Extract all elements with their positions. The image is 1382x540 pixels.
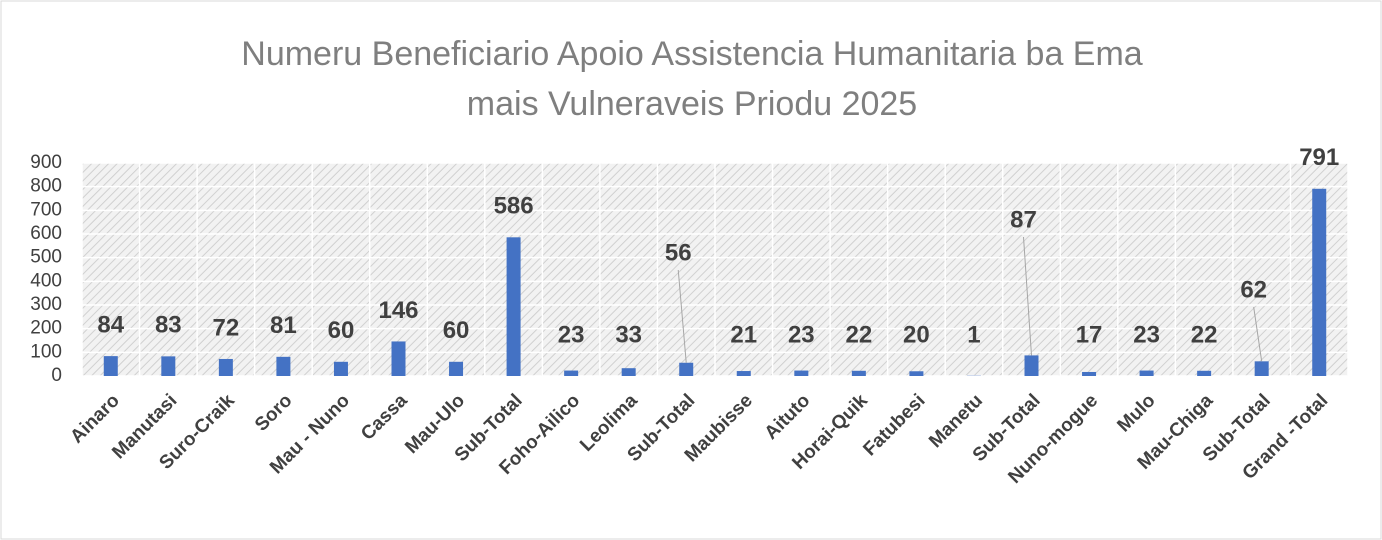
data-label: 60 — [328, 317, 355, 344]
y-tick-label: 100 — [30, 341, 62, 362]
data-label: 586 — [494, 193, 534, 220]
data-label: 21 — [730, 321, 757, 348]
bar — [103, 356, 118, 376]
bar — [1024, 355, 1039, 376]
leader-line — [1023, 236, 1032, 356]
data-label: 33 — [615, 321, 642, 348]
data-label: 81 — [270, 312, 297, 339]
data-label: 23 — [1133, 321, 1160, 348]
bar — [276, 356, 291, 376]
y-tick-label: 400 — [30, 270, 62, 291]
bar — [1082, 371, 1097, 376]
bar — [621, 368, 636, 376]
y-tick-label: 0 — [51, 365, 62, 386]
data-label: 56 — [665, 239, 692, 266]
bar — [449, 361, 464, 376]
leader-line — [677, 269, 687, 363]
bar — [506, 237, 521, 376]
data-label: 23 — [788, 321, 815, 348]
data-label: 62 — [1240, 276, 1267, 303]
data-label: 23 — [558, 321, 585, 348]
bar — [1312, 188, 1327, 376]
bar — [564, 370, 579, 376]
chart-title: mais Vulneraveis Priodu 2025 — [467, 85, 917, 123]
y-tick-label: 300 — [30, 294, 62, 315]
y-tick-label: 700 — [30, 199, 62, 220]
bar — [1139, 370, 1154, 376]
data-label: 83 — [155, 312, 182, 339]
data-label: 17 — [1076, 321, 1103, 348]
data-label: 84 — [97, 311, 124, 338]
y-tick-label: 800 — [30, 176, 62, 197]
y-tick-label: 900 — [30, 152, 62, 173]
bar — [1254, 361, 1269, 376]
bar — [851, 370, 866, 376]
data-label: 22 — [1191, 321, 1218, 348]
bar — [679, 362, 694, 376]
y-tick-label: 200 — [30, 318, 62, 339]
bar — [391, 341, 406, 376]
bar — [1197, 370, 1212, 376]
data-label: 146 — [378, 297, 418, 324]
bar — [333, 361, 348, 376]
data-label: 1 — [967, 321, 980, 348]
y-tick-label: 600 — [30, 223, 62, 244]
data-label: 22 — [846, 321, 873, 348]
bar — [909, 371, 924, 376]
y-tick-label: 500 — [30, 247, 62, 268]
data-label: 72 — [213, 314, 240, 341]
data-label: 87 — [1010, 206, 1037, 233]
leader-line — [1253, 306, 1263, 362]
bar — [794, 370, 809, 376]
bar — [736, 371, 751, 376]
data-label: 60 — [443, 317, 470, 344]
chart-title: Numeru Beneficiario Apoio Assistencia Hu… — [241, 35, 1143, 73]
bar — [161, 356, 176, 376]
data-label: 791 — [1299, 144, 1339, 171]
data-label: 20 — [903, 321, 930, 348]
bar — [218, 358, 233, 376]
